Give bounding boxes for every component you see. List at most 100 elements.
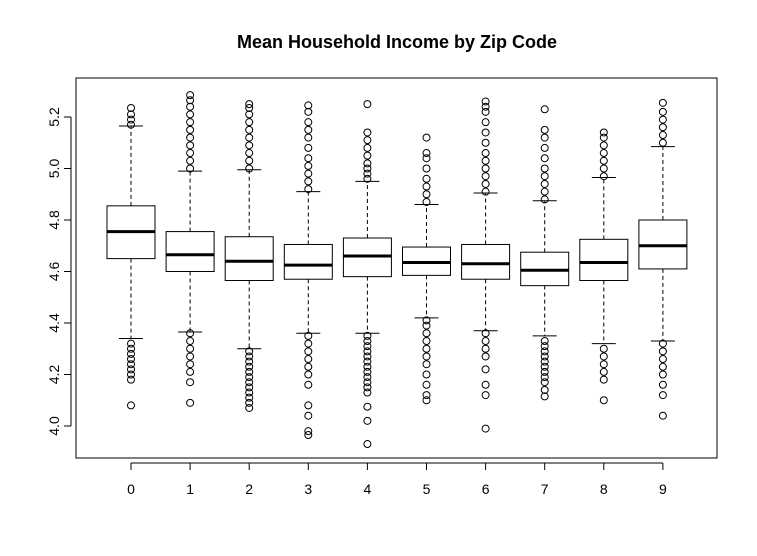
outlier-point [540, 187, 549, 196]
outlier-point [304, 177, 313, 186]
outlier-point [599, 396, 608, 405]
x-axis: 0 1 2 3 4 5 6 7 8 9 [127, 462, 667, 497]
outlier-point [245, 403, 254, 412]
outlier-point [245, 383, 254, 392]
outlier-point [127, 355, 135, 364]
box-4 [342, 100, 392, 449]
outlier-point [363, 402, 372, 411]
outlier-point [186, 96, 195, 105]
outlier-point [186, 344, 195, 353]
outlier-point [599, 156, 608, 165]
box-1 [165, 91, 215, 407]
outlier-point [540, 392, 549, 401]
outlier-point [186, 156, 195, 165]
outlier-point [186, 125, 195, 134]
outlier-point [658, 391, 667, 400]
outlier-point [245, 110, 254, 119]
outlier-point [599, 352, 608, 361]
x-tick-label: 1 [186, 481, 194, 497]
y-axis: 4.0 4.2 4.4 4.6 4.8 5.0 5.2 [46, 107, 72, 436]
outlier-point [304, 169, 313, 178]
iqr-box [165, 231, 215, 272]
outlier-point [304, 355, 313, 364]
outlier-point [481, 118, 490, 127]
outlier-point [363, 136, 372, 145]
outlier-point [363, 416, 372, 425]
box-3 [283, 101, 333, 440]
outlier-point [422, 337, 431, 346]
outlier-point [363, 100, 372, 109]
outlier-point [186, 367, 195, 376]
iqr-box [461, 243, 511, 280]
outlier-point [658, 362, 667, 371]
outlier-point [540, 105, 549, 114]
outlier-point [540, 179, 549, 188]
outlier-point [658, 123, 667, 132]
outlier-point [127, 365, 135, 374]
outlier-point [540, 362, 549, 371]
outlier-point [186, 91, 195, 100]
outlier-point [540, 373, 549, 382]
outlier-point [363, 342, 372, 351]
outlier-point [245, 100, 254, 109]
outlier-point [599, 344, 608, 353]
outlier-point [658, 411, 667, 420]
boxes [106, 91, 688, 449]
outlier-point [599, 141, 608, 150]
outlier-point [481, 156, 490, 165]
box-6 [461, 97, 511, 433]
box-2 [224, 100, 274, 412]
outlier-point [658, 380, 667, 389]
outlier-point [540, 164, 549, 173]
outlier-point [481, 352, 490, 361]
outlier-point [127, 375, 135, 384]
outlier-point [304, 380, 313, 389]
outlier-point [186, 118, 195, 127]
outlier-point [245, 367, 254, 376]
outlier-point [304, 401, 313, 410]
outlier-point [127, 120, 135, 129]
outlier-point [245, 125, 254, 134]
outlier-point [186, 102, 195, 111]
outlier-point [245, 393, 254, 402]
x-tick-label: 5 [423, 481, 431, 497]
outlier-point [540, 367, 549, 376]
outlier-point [658, 115, 667, 124]
outlier-point [363, 440, 372, 449]
outlier-point [422, 154, 431, 163]
outlier-point [127, 339, 135, 348]
outlier-point [363, 373, 372, 382]
outlier-point [245, 373, 254, 382]
y-tick-label: 4.8 [46, 210, 62, 230]
outlier-point [481, 149, 490, 158]
outlier-point [363, 388, 372, 397]
outlier-point [304, 331, 313, 340]
x-tick-label: 6 [482, 481, 490, 497]
outlier-point [422, 197, 431, 206]
outlier-point [481, 329, 490, 338]
outlier-point [481, 102, 490, 111]
box-7 [520, 105, 570, 401]
iqr-box [224, 236, 274, 282]
outlier-point [422, 370, 431, 379]
outlier-point [422, 380, 431, 389]
outlier-point [127, 349, 135, 358]
outlier-point [540, 342, 549, 351]
outlier-point [304, 107, 313, 116]
y-tick-label: 4.0 [46, 416, 62, 436]
outlier-point [422, 164, 431, 173]
y-tick-label: 4.6 [46, 262, 62, 282]
outlier-point [304, 347, 313, 356]
outlier-point [658, 107, 667, 116]
outlier-point [422, 352, 431, 361]
outlier-point [186, 149, 195, 158]
outlier-point [599, 360, 608, 369]
outlier-point [186, 164, 195, 173]
outlier-point [304, 161, 313, 170]
outlier-point [540, 143, 549, 152]
outlier-point [245, 118, 254, 127]
outlier-point [540, 154, 549, 163]
outlier-point [304, 339, 313, 348]
outlier-point [599, 133, 608, 142]
